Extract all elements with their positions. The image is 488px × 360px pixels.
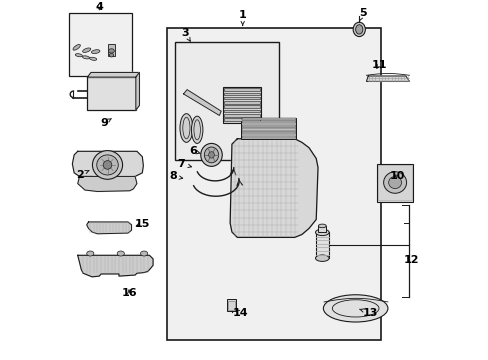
Ellipse shape xyxy=(97,155,118,175)
Bar xyxy=(224,97,260,99)
Ellipse shape xyxy=(75,54,82,57)
Text: 15: 15 xyxy=(134,219,150,229)
Polygon shape xyxy=(183,90,221,116)
Ellipse shape xyxy=(109,53,113,57)
Text: 6: 6 xyxy=(189,146,200,156)
Ellipse shape xyxy=(355,25,362,34)
Text: 9: 9 xyxy=(101,118,111,128)
Bar xyxy=(224,93,260,95)
Ellipse shape xyxy=(103,161,112,169)
Ellipse shape xyxy=(82,48,91,53)
Text: 14: 14 xyxy=(232,308,247,318)
Polygon shape xyxy=(86,222,131,234)
Bar xyxy=(224,105,260,108)
Ellipse shape xyxy=(208,152,214,158)
Bar xyxy=(224,88,260,91)
Ellipse shape xyxy=(191,116,203,143)
Polygon shape xyxy=(78,255,153,277)
Ellipse shape xyxy=(323,295,387,322)
Bar xyxy=(242,121,295,123)
Ellipse shape xyxy=(91,50,100,54)
Text: 16: 16 xyxy=(121,288,137,298)
Ellipse shape xyxy=(318,224,325,228)
Ellipse shape xyxy=(383,172,406,193)
Bar xyxy=(69,13,131,76)
Bar xyxy=(318,226,325,232)
Bar xyxy=(223,87,260,123)
Bar xyxy=(378,165,411,201)
Bar xyxy=(167,28,380,339)
Polygon shape xyxy=(366,76,408,81)
Bar xyxy=(107,44,115,56)
Text: 13: 13 xyxy=(359,308,377,318)
Ellipse shape xyxy=(180,114,192,142)
Polygon shape xyxy=(72,151,143,178)
Ellipse shape xyxy=(92,150,122,179)
Ellipse shape xyxy=(388,176,401,189)
Text: 7: 7 xyxy=(177,159,191,169)
Bar xyxy=(242,125,295,127)
Polygon shape xyxy=(78,176,137,192)
Bar xyxy=(242,129,295,131)
Bar xyxy=(224,114,260,117)
Text: 5: 5 xyxy=(358,8,366,21)
Bar xyxy=(224,118,260,121)
Bar xyxy=(224,101,260,104)
Bar xyxy=(315,232,328,258)
Bar xyxy=(241,118,296,139)
Bar xyxy=(228,301,234,310)
Bar xyxy=(376,164,412,202)
Bar xyxy=(174,42,278,160)
Bar xyxy=(242,118,295,120)
Ellipse shape xyxy=(73,44,80,50)
Text: 12: 12 xyxy=(403,255,418,265)
Ellipse shape xyxy=(315,255,328,261)
Ellipse shape xyxy=(204,147,218,163)
Polygon shape xyxy=(87,72,139,77)
Text: 10: 10 xyxy=(388,171,404,181)
Ellipse shape xyxy=(315,229,328,235)
Text: 11: 11 xyxy=(370,60,386,70)
Bar xyxy=(242,135,295,138)
Ellipse shape xyxy=(89,57,97,60)
Polygon shape xyxy=(136,72,139,110)
Bar xyxy=(224,110,260,112)
Text: 3: 3 xyxy=(181,28,190,41)
Polygon shape xyxy=(230,139,317,237)
Text: 4: 4 xyxy=(95,2,103,12)
Ellipse shape xyxy=(352,22,365,37)
Bar xyxy=(242,132,295,134)
Bar xyxy=(227,300,236,311)
Text: 8: 8 xyxy=(168,171,183,181)
Ellipse shape xyxy=(117,251,124,256)
Text: 1: 1 xyxy=(238,10,246,26)
Ellipse shape xyxy=(140,251,147,256)
Ellipse shape xyxy=(201,143,222,166)
Text: 2: 2 xyxy=(76,170,89,180)
Ellipse shape xyxy=(86,251,94,256)
Ellipse shape xyxy=(108,49,114,53)
Bar xyxy=(87,77,136,110)
Ellipse shape xyxy=(82,56,89,59)
